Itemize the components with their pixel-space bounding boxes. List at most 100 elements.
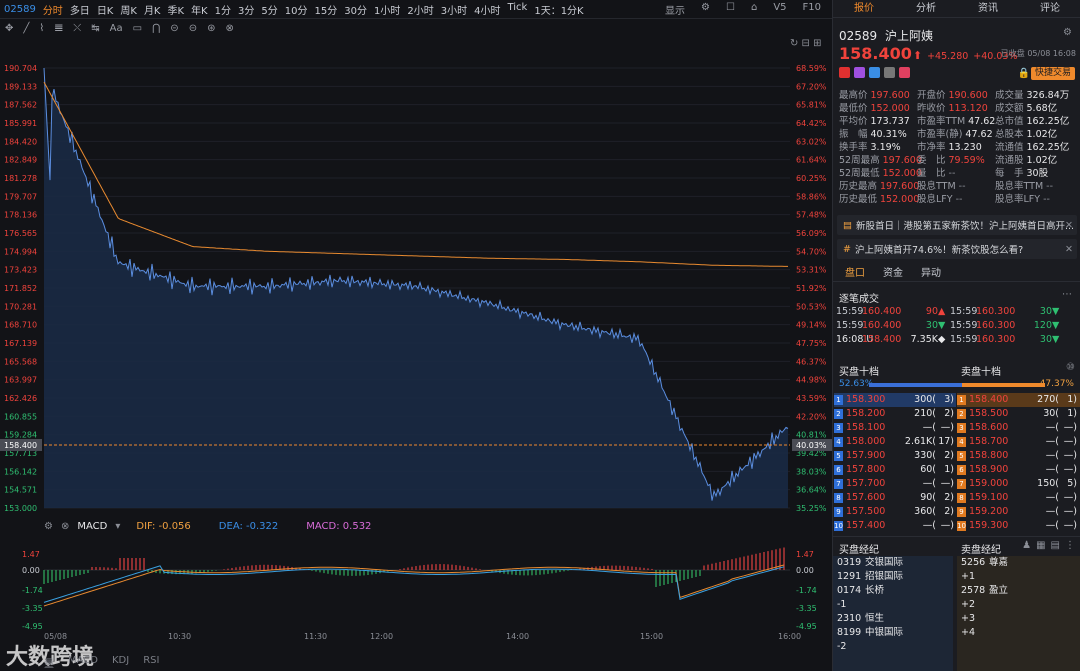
tab-8[interactable]: 3分 [238, 5, 255, 17]
tab-7[interactable]: 1分 [214, 5, 231, 17]
broker-row[interactable]: 1291 招银国际 [833, 570, 953, 584]
tab-4[interactable]: 月K [143, 5, 161, 17]
bid-row[interactable]: 1 158.300 300(3) [834, 393, 956, 407]
ask-row[interactable]: 10 159.300 —(—) [957, 519, 1080, 533]
chevron-down-icon[interactable]: ▾ [115, 521, 121, 532]
ask-row[interactable]: 1 158.400 270(1) [957, 393, 1080, 407]
bid-row[interactable]: 5 157.900 330(2) [834, 449, 956, 463]
draw-tool-icon[interactable]: Aa [109, 22, 123, 34]
tab-5[interactable]: 季K [167, 5, 185, 17]
indicator-volume[interactable]: 量 [44, 659, 54, 670]
f10-button[interactable]: F10 [802, 2, 821, 13]
gear-icon[interactable]: ⚙ [44, 521, 53, 532]
bid-row[interactable]: 9 157.500 360(2) [834, 505, 956, 519]
tab-quote[interactable]: 报价 [854, 3, 874, 14]
news-item-2[interactable]: # 沪上阿姨首开74.6%！新茶饮股怎么看? ✕ [837, 239, 1077, 259]
more-icon[interactable]: ⋯ [1062, 289, 1074, 300]
broker-row[interactable]: +1 [957, 570, 1080, 584]
list-icon[interactable]: ▤ [1050, 540, 1060, 551]
v5-button[interactable]: V5 [773, 2, 787, 13]
gear-icon[interactable]: ⚙ [1063, 27, 1072, 38]
tab-13[interactable]: 1小时 [373, 5, 401, 17]
tab-3[interactable]: 周K [120, 5, 137, 17]
tab-18[interactable]: 1天：1分K [534, 5, 584, 17]
subtab-moves[interactable]: 异动 [921, 268, 941, 279]
close-icon[interactable]: ✕ [1065, 219, 1073, 231]
indicator-macd[interactable]: MACD [68, 655, 98, 666]
broker-row[interactable]: +3 [957, 612, 1080, 626]
bid-row[interactable]: 6 157.800 60(1) [834, 463, 956, 477]
broker-row[interactable]: -1 [833, 598, 953, 612]
bid-row[interactable]: 3 158.100 —(—) [834, 421, 956, 435]
grid-icon[interactable]: ▦ [1036, 540, 1046, 551]
close-icon[interactable]: ⊗ [60, 521, 70, 532]
gear-icon[interactable]: ⚙ [701, 2, 710, 13]
close-icon[interactable]: ✕ [1065, 243, 1073, 255]
ask-row[interactable]: 2 158.500 30(1) [957, 407, 1080, 421]
ask-row[interactable]: 5 158.800 —(—) [957, 449, 1080, 463]
tab-10[interactable]: 10分 [284, 5, 308, 17]
broker-row[interactable]: 2578 盈立 [957, 584, 1080, 598]
checkbox-icon[interactable]: ☐ [725, 2, 735, 13]
ask-row[interactable]: 9 159.200 —(—) [957, 505, 1080, 519]
tab-14[interactable]: 2小时 [407, 5, 434, 17]
draw-tool-icon[interactable]: ✥ [5, 22, 14, 34]
broker-row[interactable]: 2310 恒生 [833, 612, 953, 626]
tab-comments[interactable]: 评论 [1040, 3, 1060, 14]
broker-row[interactable]: 0174 长桥 [833, 584, 953, 598]
tab-2[interactable]: 日K [96, 5, 114, 17]
indicator-rsi[interactable]: RSI [143, 655, 160, 666]
ask-row[interactable]: 6 158.900 —(—) [957, 463, 1080, 477]
broker-row[interactable]: 0319 交银国际 [833, 556, 953, 570]
tab-6[interactable]: 年K [191, 5, 208, 17]
bid-row[interactable]: 4 158.000 2.61K(17) [834, 435, 956, 449]
draw-tool-icon[interactable]: ▭ [132, 22, 143, 34]
tab-0[interactable]: 分时 [42, 5, 63, 17]
ask-row[interactable]: 4 158.700 —(—) [957, 435, 1080, 449]
ask-row[interactable]: 3 158.600 —(—) [957, 421, 1080, 435]
subtab-funds[interactable]: 资金 [883, 268, 903, 279]
lock-icon[interactable]: 🔒 [1017, 68, 1030, 79]
draw-tool-icon[interactable]: 𝌆 [54, 22, 64, 34]
bid-row[interactable]: 8 157.600 90(2) [834, 491, 956, 505]
more-icon[interactable]: ⋮ [1065, 540, 1075, 551]
people-icon[interactable]: ♟ [1022, 540, 1032, 551]
broker-row[interactable]: 8199 中银国际 [833, 626, 953, 640]
draw-tool-icon[interactable]: ╱ [23, 22, 30, 34]
bid-row[interactable]: 2 158.200 210(2) [834, 407, 956, 421]
draw-tool-icon[interactable]: ⋂ [152, 22, 161, 34]
draw-tool-icon[interactable]: ⌇ [39, 22, 45, 34]
draw-tool-icon[interactable]: ⤬ [73, 22, 82, 34]
ask-row[interactable]: 7 159.000 150(5) [957, 477, 1080, 491]
draw-tool-icon[interactable]: ⊗ [225, 22, 234, 34]
tab-12[interactable]: 30分 [344, 5, 367, 17]
broker-row[interactable]: +2 [957, 598, 1080, 612]
camera-icon[interactable]: ⌂ [750, 2, 758, 13]
subtab-orderbook[interactable]: 盘口 [845, 268, 865, 279]
display-menu[interactable]: 显示 [665, 6, 686, 17]
broker-row[interactable]: -2 [833, 640, 953, 654]
bid-row[interactable]: 7 157.700 —(—) [834, 477, 956, 491]
depth-toggle-icon[interactable]: ⑩ [1066, 362, 1075, 373]
tab-analysis[interactable]: 分析 [916, 3, 936, 14]
draw-tool-icon[interactable]: ⊛ [207, 22, 216, 34]
broker-row[interactable]: 5256 尊嘉 [957, 556, 1080, 570]
tab-news[interactable]: 资讯 [978, 3, 998, 14]
indicator-kdj[interactable]: KDJ [111, 655, 130, 666]
tab-1[interactable]: 多日 [69, 5, 90, 17]
tab-11[interactable]: 15分 [314, 5, 338, 17]
news-item-1[interactable]: ▤ 新股首日｜港股第五家新茶饮！沪上阿姨首日高开... ✕ [837, 215, 1077, 235]
ask-row[interactable]: 8 159.100 —(—) [957, 491, 1080, 505]
broker-row[interactable]: +4 [957, 626, 1080, 640]
tab-17[interactable]: Tick [507, 1, 528, 13]
quick-trade-button[interactable]: 快捷交易 [1030, 67, 1075, 80]
tab-9[interactable]: 5分 [261, 5, 278, 17]
bid-row[interactable]: 10 157.400 —(—) [834, 519, 956, 533]
alert-icon[interactable] [884, 67, 895, 78]
reset-icon[interactable]: ↻ ⊟ ⊞ [790, 38, 822, 49]
draw-tool-icon[interactable]: ↹ [91, 22, 100, 34]
draw-tool-icon[interactable]: ⊝ [188, 22, 198, 34]
tab-16[interactable]: 4小时 [474, 5, 501, 17]
heart-icon[interactable] [899, 67, 910, 78]
draw-tool-icon[interactable]: ⊝ [170, 22, 179, 34]
